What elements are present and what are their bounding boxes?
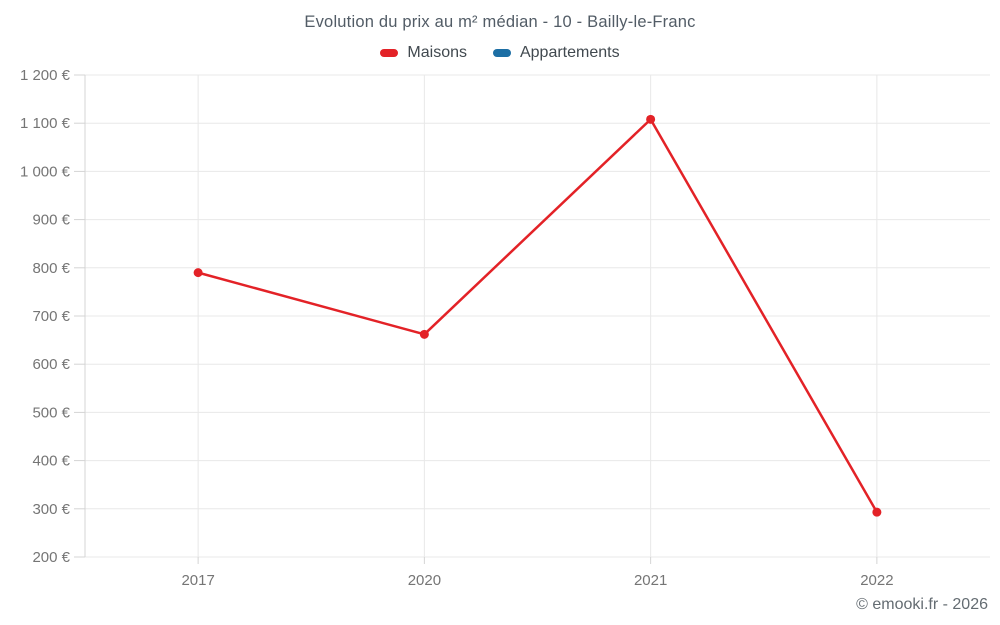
chart-title: Evolution du prix au m² médian - 10 - Ba… xyxy=(304,13,696,31)
y-tick-label: 1 100 € xyxy=(20,115,71,132)
legend-label-appartements: Appartements xyxy=(519,44,620,61)
y-tick-label: 400 € xyxy=(32,453,70,470)
x-tick-label: 2017 xyxy=(181,572,214,589)
y-tick-label: 300 € xyxy=(32,501,70,518)
appartements-swatch-icon xyxy=(492,49,511,57)
y-tick-label: 500 € xyxy=(32,404,70,421)
y-tick-label: 600 € xyxy=(32,356,70,373)
x-tick-label: 2022 xyxy=(860,572,893,589)
legend-item-appartements[interactable]: Appartements xyxy=(492,44,620,62)
data-point[interactable] xyxy=(419,329,429,339)
maisons-swatch-icon xyxy=(380,49,399,57)
data-point[interactable] xyxy=(872,507,882,517)
y-tick-label: 200 € xyxy=(32,549,70,566)
y-tick-label: 800 € xyxy=(32,260,70,277)
data-point[interactable] xyxy=(646,114,656,124)
x-tick-label: 2021 xyxy=(634,572,667,589)
data-point[interactable] xyxy=(193,268,203,278)
legend-label-maisons: Maisons xyxy=(407,44,467,61)
x-tick-label: 2020 xyxy=(408,572,441,589)
y-tick-label: 1 200 € xyxy=(20,67,71,84)
y-tick-label: 700 € xyxy=(32,308,70,325)
y-tick-label: 900 € xyxy=(32,212,70,229)
legend-item-maisons[interactable]: Maisons xyxy=(380,44,467,62)
y-tick-label: 1 000 € xyxy=(20,163,71,180)
attribution: © emooki.fr - 2026 xyxy=(856,596,988,613)
series-line-maisons xyxy=(196,118,879,514)
chart-legend: Maisons Appartements xyxy=(0,44,1000,62)
